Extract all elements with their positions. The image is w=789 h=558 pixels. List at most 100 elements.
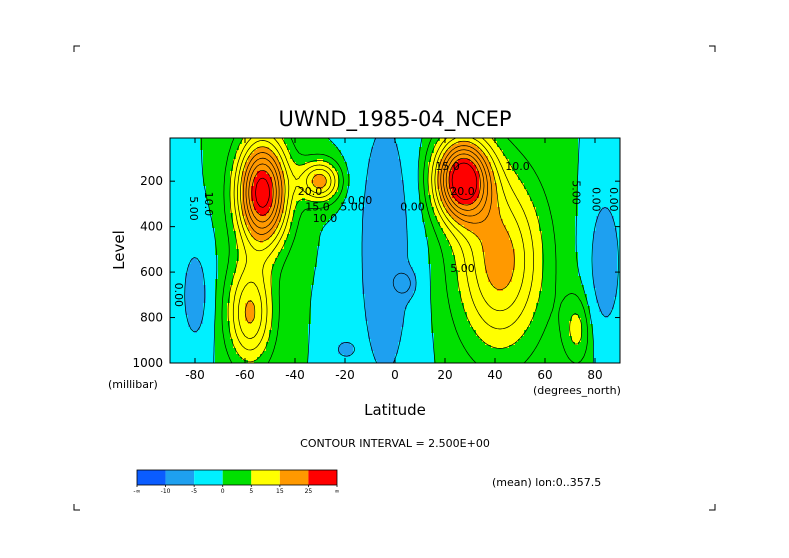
contour-cell xyxy=(338,186,342,190)
contour-cell xyxy=(221,282,225,286)
contour-cell xyxy=(230,180,234,184)
contour-cell xyxy=(326,180,330,184)
contour-cell xyxy=(317,255,321,259)
contour-cell xyxy=(191,234,195,238)
contour-cell xyxy=(347,291,351,295)
contour-cell xyxy=(302,339,306,343)
contour-cell xyxy=(245,273,249,277)
contour-cell xyxy=(233,192,237,196)
contour-cell xyxy=(263,195,267,199)
contour-cell xyxy=(272,252,276,256)
contour-cell xyxy=(188,336,192,340)
contour-cell xyxy=(284,282,288,286)
contour-cell xyxy=(287,360,291,363)
contour-cell xyxy=(269,219,273,223)
contour-cell xyxy=(194,297,198,301)
contour-cell xyxy=(308,225,312,229)
contour-cell xyxy=(293,336,297,340)
contour-cell xyxy=(302,165,306,169)
contour-cell xyxy=(284,141,288,145)
contour-cell xyxy=(308,246,312,250)
contour-cell xyxy=(191,342,195,346)
contour-cell xyxy=(335,264,339,268)
contour-cell xyxy=(215,225,219,229)
contour-cell xyxy=(272,201,276,205)
contour-cell xyxy=(221,351,225,355)
contour-cell xyxy=(251,177,255,181)
contour-cell xyxy=(257,171,261,175)
contour-cell xyxy=(311,315,315,319)
contour-cell xyxy=(224,351,228,355)
contour-cell xyxy=(266,231,270,235)
contour-cell xyxy=(245,192,249,196)
contour-cell xyxy=(335,165,339,169)
contour-cell xyxy=(215,318,219,322)
contour-cell xyxy=(278,147,282,151)
contour-cell xyxy=(182,159,186,163)
contour-cell xyxy=(275,273,279,277)
contour-cell xyxy=(194,285,198,289)
contour-cell xyxy=(278,294,282,298)
contour-cell xyxy=(329,189,333,193)
contour-cell xyxy=(359,147,363,151)
contour-cell xyxy=(335,138,339,142)
contour-cell xyxy=(209,315,213,319)
contour-cell xyxy=(227,246,231,250)
contour-cell xyxy=(233,174,237,178)
contour-cell xyxy=(344,246,348,250)
contour-cell xyxy=(308,162,312,166)
contour-cell xyxy=(329,345,333,349)
contour-cell xyxy=(323,189,327,193)
contour-cell xyxy=(176,279,180,283)
contour-cell xyxy=(299,258,303,262)
contour-cell xyxy=(341,282,345,286)
contour-cell xyxy=(254,186,258,190)
contour-cell xyxy=(290,315,294,319)
contour-cell xyxy=(341,222,345,226)
contour-cell xyxy=(212,282,216,286)
contour-cell xyxy=(230,264,234,268)
contour-cell xyxy=(191,327,195,331)
contour-cell xyxy=(311,219,315,223)
contour-cell xyxy=(281,264,285,268)
contour-cell xyxy=(323,351,327,355)
contour-cell xyxy=(203,276,207,280)
contour-cell xyxy=(218,270,222,274)
contour-cell xyxy=(224,267,228,271)
contour-cell xyxy=(188,207,192,211)
contour-cell xyxy=(332,204,336,208)
contour-cell xyxy=(212,327,216,331)
contour-cell xyxy=(359,321,363,325)
contour-cell xyxy=(362,336,366,340)
contour-cell xyxy=(308,357,312,361)
contour-cell xyxy=(254,285,258,289)
contour-cell xyxy=(251,261,255,265)
contour-cell xyxy=(299,177,303,181)
contour-cell xyxy=(218,351,222,355)
contour-cell xyxy=(179,186,183,190)
contour-cell xyxy=(341,234,345,238)
contour-cell xyxy=(176,153,180,157)
contour-cell xyxy=(194,351,198,355)
contour-cell xyxy=(308,249,312,253)
contour-cell xyxy=(245,222,249,226)
contour-cell xyxy=(248,336,252,340)
contour-cell xyxy=(350,177,354,181)
contour-cell xyxy=(182,204,186,208)
contour-cell xyxy=(188,240,192,244)
contour-cell xyxy=(233,195,237,199)
contour-cell xyxy=(278,138,282,142)
contour-cell xyxy=(329,222,333,226)
contour-cell xyxy=(368,249,372,253)
contour-cell xyxy=(227,264,231,268)
contour-cell xyxy=(275,147,279,151)
contour-cell xyxy=(203,327,207,331)
contour-cell xyxy=(305,189,309,193)
contour-cell xyxy=(290,309,294,313)
contour-cell xyxy=(320,213,324,217)
contour-cell xyxy=(335,318,339,322)
contour-cell xyxy=(335,150,339,154)
contour-cell xyxy=(248,294,252,298)
contour-cell xyxy=(188,168,192,172)
contour-cell xyxy=(254,168,258,172)
